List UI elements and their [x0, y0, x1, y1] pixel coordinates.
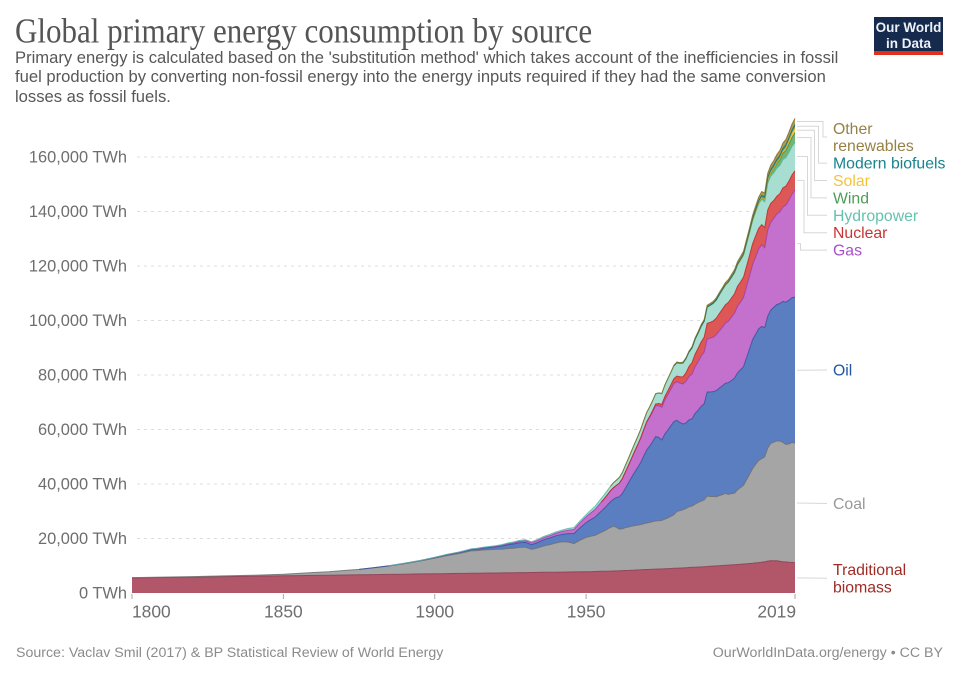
- area-oil[interactable]: [132, 297, 795, 578]
- area-outlines: [131, 118, 796, 579]
- legend-label-other-renewables[interactable]: renewables: [833, 138, 914, 155]
- outline-nuclear: [600, 170, 796, 503]
- y-axis-label: 80,000 TWh: [38, 367, 127, 385]
- area-traditional-biomass[interactable]: [132, 560, 795, 593]
- x-axis: 1800 1850 1900 1950 2019: [131, 594, 796, 622]
- source-note: Source: Vaclav Smil (2017) & BP Statisti…: [16, 645, 444, 661]
- y-axis-label: 60,000 TWh: [38, 421, 127, 439]
- legend-label-other-renewables[interactable]: Other: [833, 121, 873, 138]
- outline-other-renewables: [609, 118, 796, 487]
- y-axis-label: 20,000 TWh: [38, 530, 127, 548]
- area-series: [132, 118, 795, 593]
- outline-coal: [131, 440, 796, 579]
- y-axis-labels: 0 TWh 20,000 TWh 40,000 TWh 60,000 TWh 80,00…: [29, 149, 127, 603]
- x-axis-label: 1800: [132, 602, 171, 622]
- y-axis-label: 0 TWh: [79, 585, 127, 603]
- y-axis-label: 40,000 TWh: [38, 476, 127, 494]
- owid-logo[interactable]: Our World in Data: [874, 17, 943, 55]
- legend-label-gas[interactable]: Gas: [833, 243, 862, 260]
- legend-label-modern-biofuels[interactable]: Modern biofuels: [833, 156, 946, 173]
- legend-connector: [797, 179, 827, 234]
- subtitle-line-2: fuel production by converting non-fossil…: [15, 67, 826, 86]
- y-axis-label: 160,000 TWh: [29, 149, 127, 167]
- subtitle-line-3: losses as fossil fuels.: [15, 86, 171, 106]
- legend-connector: [796, 502, 828, 504]
- legend-label-traditional-biomass[interactable]: biomass: [833, 579, 892, 596]
- outline-traditional-biomass: [131, 560, 796, 579]
- owid-logo-line-2: in Data: [885, 35, 931, 51]
- x-axis-label: 1950: [567, 602, 606, 622]
- legend-label-coal[interactable]: Coal: [833, 496, 866, 513]
- x-axis-label: 1900: [415, 602, 454, 622]
- legend-label-wind[interactable]: Wind: [833, 190, 869, 207]
- legend-label-nuclear[interactable]: Nuclear: [833, 225, 887, 242]
- legend-connector: [797, 243, 827, 251]
- chart-subtitle: Primary energy is calculated based on th…: [15, 48, 838, 107]
- x-axis-label: 1850: [264, 602, 303, 622]
- legend-label-oil[interactable]: Oil: [833, 363, 852, 380]
- legend-connector: [797, 129, 827, 181]
- subtitle-line-1: Primary energy is calculated based on th…: [15, 47, 839, 67]
- legend-label-traditional-biomass[interactable]: Traditional: [833, 562, 906, 579]
- x-axis-label: 2019: [757, 602, 796, 622]
- area-coal[interactable]: [132, 440, 795, 578]
- legend-label-solar[interactable]: Solar: [833, 173, 870, 190]
- outline-oil: [359, 296, 796, 570]
- y-axis-label: 120,000 TWh: [29, 258, 127, 276]
- legend-connector: [797, 125, 827, 164]
- owid-logo-red-bar: [874, 51, 943, 55]
- license-note: OurWorldInData.org/energy • CC BY: [712, 645, 943, 661]
- legend-label-hydropower[interactable]: Hydropower: [833, 208, 918, 225]
- stacked-area-chart: 0 TWh 20,000 TWh 40,000 TWh 60,000 TWh 80,00…: [29, 118, 946, 622]
- chart-title: Global primary energy consumption by sou…: [15, 11, 593, 51]
- legend-connector: [797, 156, 827, 216]
- y-axis-label: 140,000 TWh: [29, 203, 127, 221]
- legend-connector: [797, 137, 827, 199]
- owid-logo-line-1: Our World: [875, 20, 942, 35]
- legend-connector: [797, 121, 827, 138]
- y-axis-label: 100,000 TWh: [29, 312, 127, 330]
